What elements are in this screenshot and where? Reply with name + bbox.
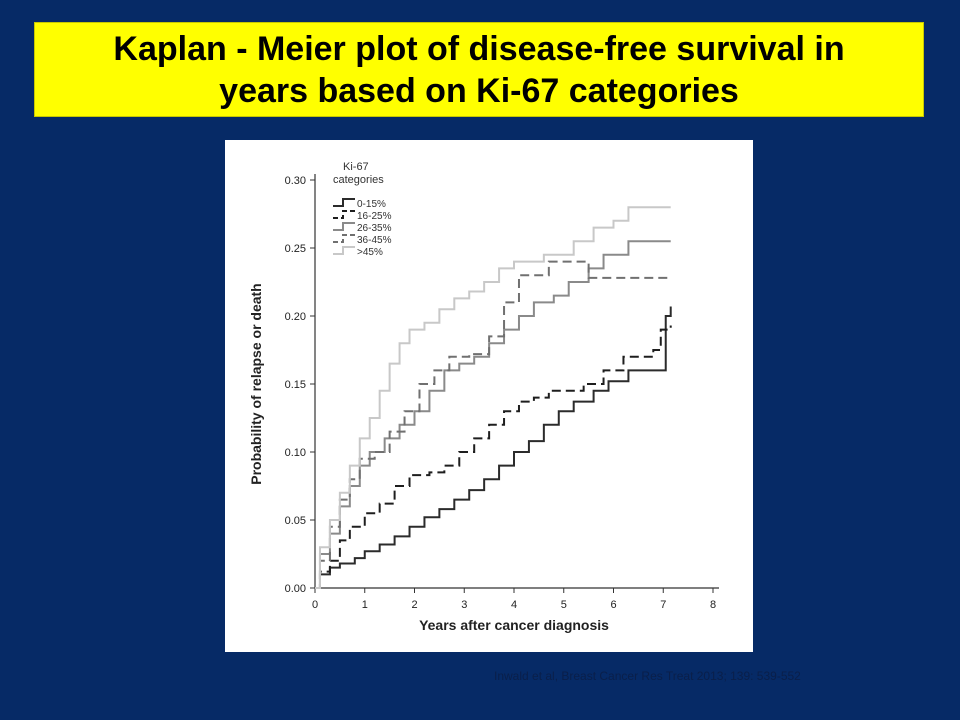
x-tick-label: 1 xyxy=(362,599,368,611)
x-tick-label: 8 xyxy=(710,599,716,611)
series-line-26-35 xyxy=(315,240,671,589)
slide-title-line-2: years based on Ki-67 categories xyxy=(219,71,739,110)
x-tick-label: 4 xyxy=(511,599,517,611)
y-tick-label: 0.15 xyxy=(285,379,306,391)
y-tick-label: 0.25 xyxy=(285,243,306,255)
legend-title-line-2: categories xyxy=(333,174,384,186)
kaplan-meier-chart: 0.00 0.05 0.10 0.15 0.20 0.25 0.30 0 1 2 3 4 5 6 7 8 Yea… xyxy=(248,161,719,633)
legend-entry-label: 26-35% xyxy=(357,223,392,234)
y-tick-label: 0.20 xyxy=(285,311,306,323)
legend-swatch xyxy=(333,198,355,207)
y-tick-label: 0.30 xyxy=(285,175,306,187)
legend-title-line-1: Ki-67 xyxy=(343,161,369,173)
y-tick-label: 0.10 xyxy=(285,447,306,459)
legend-swatch xyxy=(333,234,355,243)
citation: Inwald et al, Breast Cancer Res Treat 20… xyxy=(494,669,801,683)
chart-panel: 0.00 0.05 0.10 0.15 0.20 0.25 0.30 0 1 2 3 4 5 6 7 8 Yea… xyxy=(225,140,753,652)
y-axis-label: Probability of relapse or death xyxy=(248,283,264,485)
x-tick-label: 5 xyxy=(561,599,567,611)
legend-entry-label: 16-25% xyxy=(357,211,392,222)
series-line-45 xyxy=(315,206,671,589)
x-tick-label: 2 xyxy=(411,599,417,611)
title-banner: Kaplan - Meier plot of disease-free surv… xyxy=(34,22,924,117)
y-tick-label: 0.05 xyxy=(285,515,306,527)
legend-swatch xyxy=(333,210,355,219)
y-tick-label: 0.00 xyxy=(285,583,306,595)
legend-swatch xyxy=(333,246,355,255)
legend-entry-label: >45% xyxy=(357,247,383,258)
x-axis-label: Years after cancer diagnosis xyxy=(419,617,609,633)
series-line-0-15 xyxy=(315,306,672,589)
x-tick-label: 7 xyxy=(660,599,666,611)
x-tick-label: 3 xyxy=(461,599,467,611)
slide-title-line-1: Kaplan - Meier plot of disease-free surv… xyxy=(113,29,845,68)
legend-entry-label: 36-45% xyxy=(357,235,392,246)
legend-entry-label: 0-15% xyxy=(357,199,386,210)
series-line-16-25 xyxy=(315,325,672,589)
x-tick-label: 0 xyxy=(312,599,318,611)
series-line-36-45 xyxy=(315,260,671,589)
legend-swatch xyxy=(333,222,355,231)
x-tick-label: 6 xyxy=(610,599,616,611)
